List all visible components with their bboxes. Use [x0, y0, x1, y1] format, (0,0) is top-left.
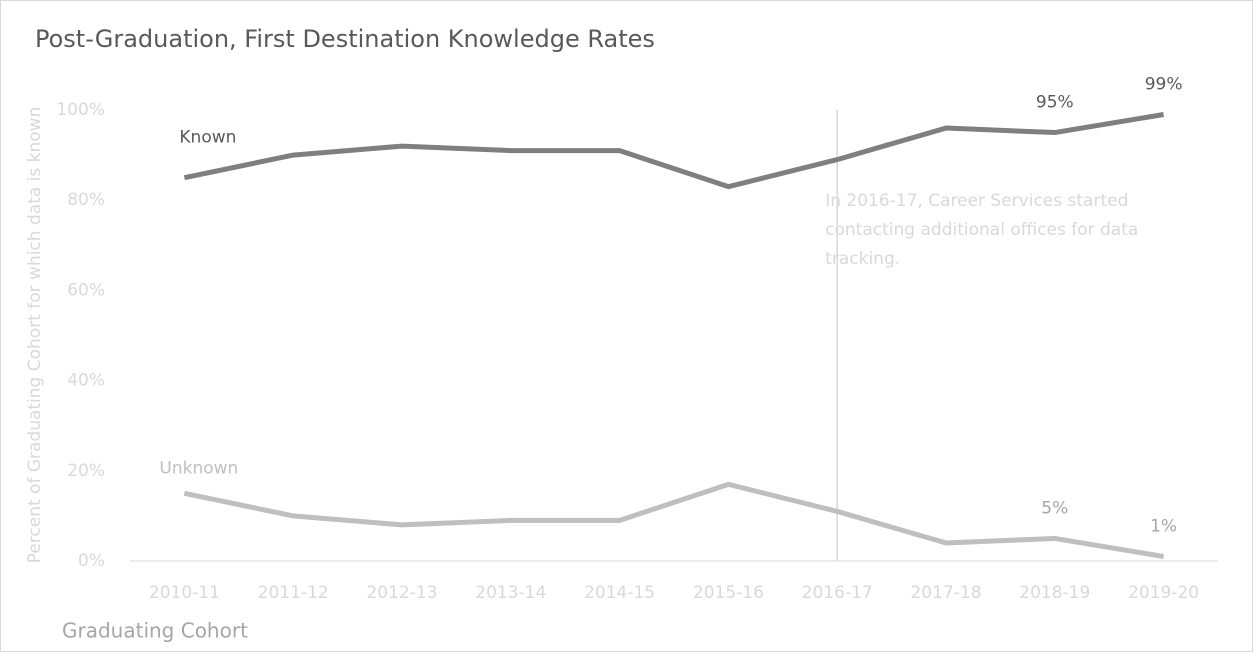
x-axis-title: Graduating Cohort	[62, 619, 248, 643]
annotation-text: In 2016-17, Career Services started	[825, 191, 1128, 211]
series-line	[183, 481, 1165, 559]
x-tick-label: 2013-14	[475, 583, 546, 603]
annotation-text: tracking.	[825, 249, 900, 269]
x-tick-label: 2019-20	[1128, 583, 1199, 603]
y-tick-label: 100%	[56, 100, 105, 120]
x-tick-label: 2014-15	[584, 583, 655, 603]
x-tick-label: 2015-16	[693, 583, 764, 603]
x-tick-label: 2016-17	[802, 583, 873, 603]
data-label: 1%	[1150, 516, 1177, 536]
y-tick-label: 80%	[67, 190, 105, 210]
y-tick-label: 20%	[67, 461, 105, 481]
x-tick-label: 2012-13	[366, 583, 437, 603]
y-tick-label: 60%	[67, 280, 105, 300]
data-label: 99%	[1145, 75, 1183, 95]
x-tick-label: 2010-11	[149, 583, 220, 603]
y-axis-title: Percent of Graduating Cohort for which d…	[25, 107, 45, 564]
y-tick-label: 40%	[67, 371, 105, 391]
chart-title: Post-Graduation, First Destination Knowl…	[35, 25, 655, 53]
series-label: Known	[179, 128, 236, 148]
x-tick-label: 2017-18	[910, 583, 981, 603]
series-line	[183, 112, 1165, 190]
x-tick-label: 2018-19	[1019, 583, 1090, 603]
y-tick-label: 0%	[78, 551, 105, 571]
series-label: Unknown	[159, 458, 238, 478]
annotation-text: contacting additional offices for data	[825, 220, 1138, 240]
data-label: 5%	[1041, 498, 1068, 518]
data-label: 95%	[1036, 93, 1074, 113]
x-tick-label: 2011-12	[258, 583, 329, 603]
